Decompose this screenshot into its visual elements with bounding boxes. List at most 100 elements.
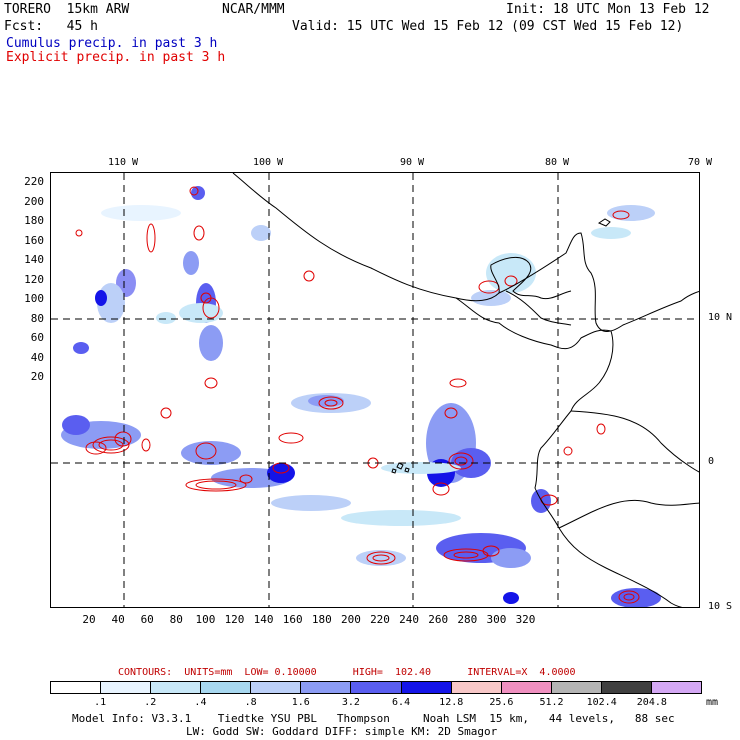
precip-blob [611, 588, 661, 607]
precip-blob [503, 592, 519, 604]
contour [98, 439, 124, 451]
model-info: Model Info: V3.3.1 Tiedtke YSU PBL Thomp… [72, 712, 675, 725]
y-tick-label: 60 [30, 331, 44, 344]
x-tick-label: 180 [311, 613, 332, 626]
x-tick-label: 220 [370, 613, 390, 626]
contour [596, 423, 606, 435]
contour [448, 452, 474, 470]
contour [318, 396, 344, 410]
colorbar-swatch [51, 682, 102, 693]
latitude-label: 0 [708, 456, 715, 467]
south-america-border-2 [558, 499, 699, 529]
y-tick-label: 80 [30, 311, 44, 325]
init-time: Init: 18 UTC Mon 13 Feb 12 [506, 2, 710, 17]
contour [444, 407, 458, 419]
colorbar-level-label: 1.6 [291, 697, 310, 708]
south-america-border-1 [570, 410, 699, 473]
contour [563, 446, 573, 456]
x-tick-label: 120 [224, 613, 245, 626]
colorbar-level-label: 25.6 [489, 697, 514, 708]
colorbar-level-label: .1 [94, 697, 107, 708]
contour [160, 407, 172, 419]
precip-blob [62, 415, 90, 435]
x-tick-label: 240 [399, 613, 420, 626]
y-tick-label: 180 [24, 214, 44, 227]
island [391, 468, 397, 474]
colorbar-swatch [401, 682, 452, 693]
colorbar-swatch [101, 682, 152, 693]
contour [454, 456, 468, 466]
latitude-label: 10 S [708, 601, 733, 612]
colorbar-swatch [201, 682, 252, 693]
precip-blob [183, 251, 199, 275]
colorbar-swatch [601, 682, 652, 693]
physics-info: LW: Godd SW: Goddard DIFF: simple KM: 2D… [186, 725, 498, 738]
colorbar-swatch [151, 682, 202, 693]
x-tick-label: 280 [457, 613, 478, 626]
colorbar-level-label: .4 [194, 697, 207, 708]
contour [114, 431, 132, 447]
x-tick-label: 200 [340, 613, 361, 626]
longitude-label: 90 W [399, 157, 425, 168]
colorbar-swatch [351, 682, 402, 693]
colorbar-level-label: 102.4 [586, 697, 617, 708]
organization: NCAR/MMM [222, 2, 285, 17]
contour [278, 432, 304, 444]
contour [85, 441, 107, 455]
longitude-label: 110 W [107, 157, 139, 168]
contour [449, 378, 467, 388]
explicit-precip-contours [75, 186, 640, 604]
contour [239, 474, 253, 484]
precip-blob [73, 342, 89, 354]
colorbar-unit: mm [706, 697, 719, 708]
precip-blob [356, 550, 406, 566]
x-tick-label: 160 [282, 613, 303, 626]
contour [141, 438, 151, 452]
y-tick-label: 20 [30, 370, 44, 383]
longitude-label: 70 W [687, 157, 713, 168]
colorbar-level-label: 6.4 [392, 697, 411, 708]
y-tick-label: 40 [30, 350, 44, 364]
contour [146, 223, 156, 253]
contour [189, 186, 199, 196]
contour [324, 399, 338, 407]
colorbar-swatch [551, 682, 602, 693]
colorbar [50, 681, 702, 694]
x-tick-label: 80 [169, 613, 183, 626]
precip-blob [251, 225, 271, 241]
colorbar-swatch [451, 682, 502, 693]
x-tick-label: 300 [486, 613, 507, 626]
contour [623, 593, 635, 601]
coastlines [232, 173, 699, 607]
contour [303, 270, 315, 282]
latitude-label: 10 N [708, 312, 733, 323]
x-tick-label: 20 [82, 613, 96, 626]
island [404, 467, 410, 473]
contour [618, 590, 640, 604]
precip-blob [341, 510, 461, 526]
south-america-coast [534, 330, 683, 607]
contour [75, 229, 83, 237]
cumulus-precip [61, 186, 661, 607]
contour [453, 551, 479, 559]
y-tick-label: 100 [24, 292, 44, 305]
y-tick-label: 120 [24, 272, 44, 286]
lat-lon-grid [51, 173, 699, 607]
precip-blob [607, 205, 655, 221]
y-tick-label: 160 [24, 233, 44, 247]
central-america-coast [455, 297, 612, 350]
x-tick-label: 40 [111, 613, 125, 626]
precip-map [50, 172, 700, 608]
precip-blob [381, 462, 461, 474]
model-name: TORERO 15km ARW [4, 2, 130, 17]
precip-blob [156, 312, 176, 324]
contour [372, 554, 390, 562]
x-tick-label: 100 [195, 613, 216, 626]
contour [185, 478, 247, 492]
island [597, 218, 611, 227]
contour [366, 551, 396, 565]
precip-blob [271, 495, 351, 511]
mexico-coast [232, 173, 572, 302]
forecast-hour: Fcst: 45 h [4, 19, 98, 34]
colorbar-level-label: 51.2 [539, 697, 564, 708]
